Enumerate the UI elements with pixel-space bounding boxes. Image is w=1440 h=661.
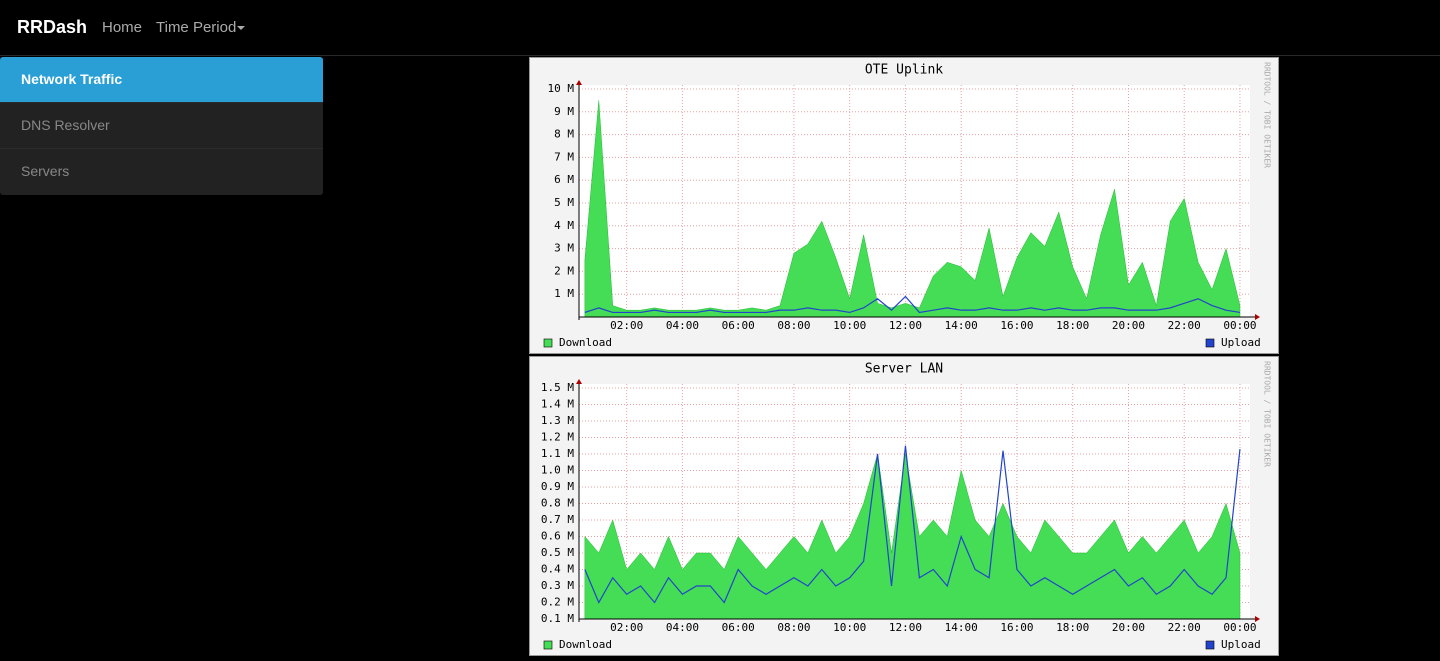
- y-tick-label: 10 M: [548, 82, 575, 95]
- x-tick-label: 16:00: [1000, 319, 1033, 332]
- y-tick-label: 1.1 M: [541, 447, 574, 460]
- x-tick-label: 04:00: [666, 319, 699, 332]
- chart-panel: Server LAN RRDTOOL / TOBI OETIKER 0.1 M 0.2…: [529, 356, 1279, 661]
- legend-swatch: [543, 338, 553, 348]
- chart-title: Server LAN: [865, 362, 943, 377]
- y-tick-label: 5 M: [554, 196, 574, 209]
- x-tick-label: 02:00: [610, 319, 643, 332]
- x-tick-label: 04:00: [666, 621, 699, 634]
- y-tick-label: 0.6 M: [541, 530, 574, 543]
- watermark: RRDTOOL / TOBI OETIKER: [1263, 361, 1272, 467]
- x-tick-label: 00:00: [1223, 319, 1256, 332]
- download-area: [584, 100, 1241, 318]
- axis-arrow: [576, 379, 582, 384]
- x-tick-label: 12:00: [889, 621, 922, 634]
- y-tick-label: 0.3 M: [541, 579, 574, 592]
- y-tick-label: 2 M: [554, 264, 574, 277]
- upload-line: [584, 445, 1241, 604]
- x-tick-label: 00:00: [1223, 621, 1256, 634]
- x-tick-label: 12:00: [889, 319, 922, 332]
- x-tick-label: 10:00: [833, 319, 866, 332]
- axis-arrow: [1255, 314, 1260, 320]
- x-tick-label: 18:00: [1056, 319, 1089, 332]
- x-tick-label: 18:00: [1056, 621, 1089, 634]
- x-tick-label: 10:00: [833, 621, 866, 634]
- x-tick-label: 06:00: [722, 319, 755, 332]
- y-tick-label: 1 M: [554, 287, 574, 300]
- y-tick-label: 0.5 M: [541, 546, 574, 559]
- watermark: RRDTOOL / TOBI OETIKER: [1263, 62, 1272, 168]
- y-tick-label: 7 M: [554, 150, 574, 163]
- y-tick-label: 0.1 M: [541, 612, 574, 625]
- axis-arrow: [576, 80, 582, 85]
- legend-label: Download: [559, 638, 612, 651]
- brand[interactable]: RRDash: [17, 17, 88, 37]
- legend-label: Upload: [1221, 336, 1261, 349]
- y-tick-label: 1.5 M: [541, 381, 574, 394]
- x-tick-label: 06:00: [722, 621, 755, 634]
- x-tick-label: 08:00: [777, 319, 810, 332]
- x-tick-label: 02:00: [610, 621, 643, 634]
- legend-swatch: [543, 640, 553, 650]
- y-tick-label: 3 M: [554, 242, 574, 255]
- sidebar-item[interactable]: Network Traffic: [0, 57, 323, 103]
- y-tick-label: 8 M: [554, 128, 574, 141]
- legend-label: Download: [559, 336, 612, 349]
- chart: Server LAN RRDTOOL / TOBI OETIKER 0.1 M 0.2…: [529, 356, 1279, 656]
- x-tick-label: 14:00: [945, 621, 978, 634]
- y-tick-label: 0.2 M: [541, 596, 574, 609]
- x-tick-label: 22:00: [1168, 621, 1201, 634]
- sidebar-item[interactable]: DNS Resolver: [0, 103, 323, 149]
- nav-time-period[interactable]: Time Period: [156, 19, 237, 36]
- sidebar-item[interactable]: Servers: [21, 163, 70, 179]
- y-tick-label: 1.2 M: [541, 431, 574, 444]
- x-tick-label: 20:00: [1112, 319, 1145, 332]
- chart-title: OTE Uplink: [865, 63, 943, 78]
- legend-label: Upload: [1221, 638, 1261, 651]
- dropdown-caret: [237, 26, 245, 30]
- axis-arrow: [1255, 616, 1260, 622]
- x-tick-label: 20:00: [1112, 621, 1145, 634]
- y-tick-label: 4 M: [554, 219, 574, 232]
- chart: OTE Uplink RRDTOOL / TOBI OETIKER 1 M 2 M 3 …: [529, 57, 1279, 354]
- y-tick-label: 0.4 M: [541, 563, 574, 576]
- legend-swatch: [1205, 640, 1215, 650]
- nav-home[interactable]: Home: [102, 19, 143, 36]
- y-tick-label: 1.0 M: [541, 464, 574, 477]
- y-tick-label: 0.8 M: [541, 497, 574, 510]
- y-tick-label: 0.7 M: [541, 513, 574, 526]
- plot-area: [579, 85, 1250, 317]
- upload-line: [584, 295, 1241, 314]
- sidebar: Network Traffic DNS Resolver Servers: [0, 57, 323, 195]
- x-tick-label: 16:00: [1000, 621, 1033, 634]
- y-tick-label: 0.9 M: [541, 480, 574, 493]
- chart-panel: OTE Uplink RRDTOOL / TOBI OETIKER 1 M 2 M 3 …: [529, 57, 1279, 359]
- x-tick-label: 14:00: [945, 319, 978, 332]
- y-tick-label: 1.4 M: [541, 398, 574, 411]
- y-tick-label: 9 M: [554, 105, 574, 118]
- legend-swatch: [1205, 338, 1215, 348]
- x-tick-label: 08:00: [777, 621, 810, 634]
- download-area: [584, 453, 1241, 620]
- navbar: RRDash Home Time Period: [0, 0, 1440, 56]
- y-tick-label: 6 M: [554, 173, 574, 186]
- y-tick-label: 1.3 M: [541, 414, 574, 427]
- x-tick-label: 22:00: [1168, 319, 1201, 332]
